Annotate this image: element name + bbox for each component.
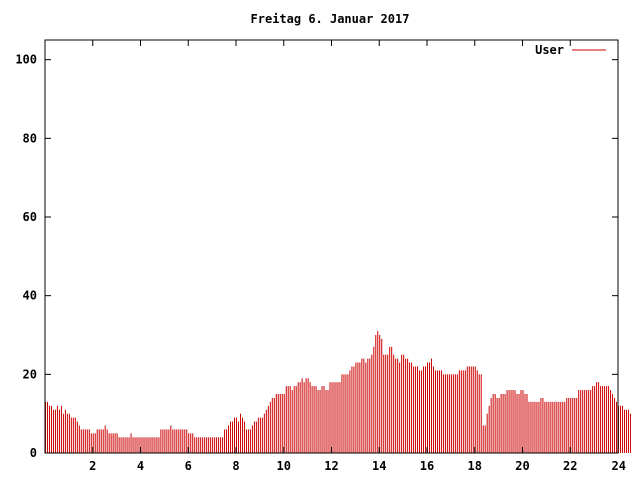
- x-tick-label: 2: [89, 459, 96, 473]
- y-tick-label: 100: [15, 53, 37, 67]
- y-tick-label: 80: [23, 131, 37, 145]
- x-tick-label: 18: [468, 459, 482, 473]
- y-tick-label: 20: [23, 367, 37, 381]
- y-tick-label: 60: [23, 210, 37, 224]
- chart-title: Freitag 6. Januar 2017: [251, 12, 410, 26]
- legend-label: User: [535, 43, 564, 57]
- x-tick-label: 8: [232, 459, 239, 473]
- x-tick-label: 6: [185, 459, 192, 473]
- y-tick-label: 0: [30, 446, 37, 460]
- bar-series: [45, 331, 631, 453]
- x-tick-label: 4: [137, 459, 144, 473]
- legend: User: [535, 43, 606, 57]
- x-tick-label: 24: [612, 459, 626, 473]
- x-tick-label: 14: [372, 459, 386, 473]
- x-tick-label: 20: [515, 459, 529, 473]
- y-tick-label: 40: [23, 289, 37, 303]
- x-tick-label: 22: [563, 459, 577, 473]
- x-tick-label: 16: [420, 459, 434, 473]
- x-tick-label: 10: [277, 459, 291, 473]
- x-tick-label: 12: [324, 459, 338, 473]
